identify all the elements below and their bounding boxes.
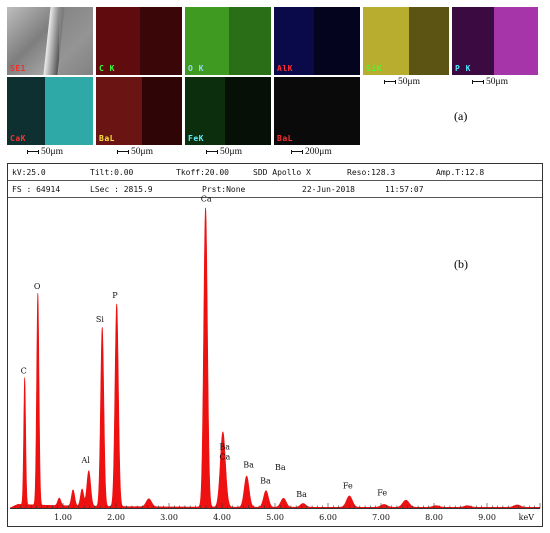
map-label: BaL [99,134,115,143]
header-reso: Reso:128.3 [347,168,396,177]
map-se1: SE1 [7,7,93,75]
map-label: CaK [10,134,26,143]
header-ampt: Amp.T:12.8 [436,168,485,177]
header-prst: Prst:None [202,185,246,194]
scalebar-bal-2: 200μm [291,147,332,157]
header-date: 22-Jun-2018 [302,185,355,194]
map-label: SE1 [10,64,26,73]
map-label: FeK [188,134,204,143]
map-label: C K [99,64,115,73]
map-barium-2: BaL [274,77,360,145]
map-silicon: SiK [363,7,449,75]
map-barium-1: BaL [96,77,182,145]
map-label: AlK [277,64,293,73]
header-lsec: LSec : 2815.9 [90,185,153,194]
map-calcium: CaK [7,77,93,145]
scalebar-sik: 50μm [384,77,420,87]
scalebar-fek: 50μm [206,147,242,157]
header-time: 11:57:07 [385,185,424,194]
header-detector: SDD Apollo X [253,168,311,177]
header-tkoff: Tkoff:20.00 [176,168,229,177]
scalebar-bal-1: 50μm [117,147,153,157]
header-kv: kV:25.0 [12,168,46,177]
panel-label-a: (a) [454,109,468,123]
map-phosphorus: P K [452,7,538,75]
map-label: P K [455,64,471,73]
map-aluminium: AlK [274,7,360,75]
map-label: SiK [366,64,382,73]
spectrum-frame [7,163,543,527]
header-tilt: Tilt:0.00 [90,168,134,177]
map-iron: FeK [185,77,271,145]
map-oxygen: O K [185,7,271,75]
map-label: BaL [277,134,293,143]
header-fs: FS : 64914 [12,185,61,194]
panel-label-b: (b) [454,257,468,271]
map-carbon: C K [96,7,182,75]
scalebar-pk: 50μm [472,77,508,87]
scalebar-cak: 50μm [27,147,63,157]
map-label: O K [188,64,204,73]
